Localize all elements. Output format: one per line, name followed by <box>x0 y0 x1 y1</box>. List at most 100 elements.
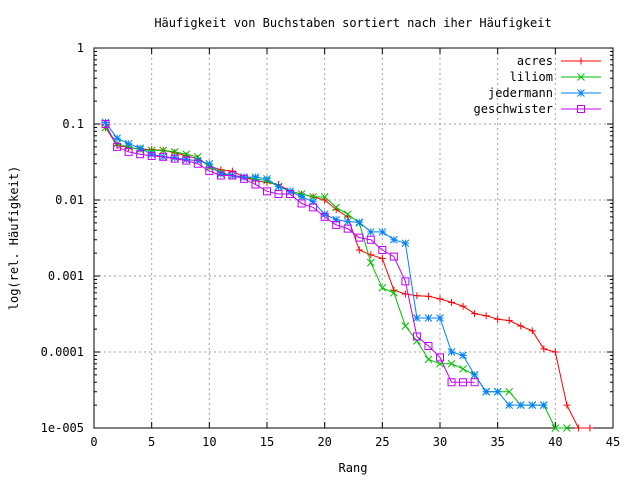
data-point <box>516 401 525 409</box>
data-point <box>332 203 341 212</box>
y-tick-label: 1e-005 <box>41 421 84 435</box>
data-point <box>505 316 513 324</box>
y-tick-label: 0.0001 <box>41 345 84 359</box>
data-point <box>124 147 133 156</box>
data-point <box>494 315 502 323</box>
data-point <box>389 252 398 261</box>
data-point <box>470 378 479 387</box>
data-point <box>263 187 271 196</box>
data-point <box>124 139 133 148</box>
x-tick-label: 30 <box>433 435 447 449</box>
grid-layer <box>94 48 613 428</box>
legend-label: liliom <box>510 70 553 84</box>
data-point <box>320 193 329 201</box>
data-point <box>170 154 179 163</box>
x-axis-label: Rang <box>339 461 368 475</box>
data-point <box>309 203 318 212</box>
data-point <box>482 312 490 320</box>
data-point <box>274 182 283 191</box>
data-point <box>447 378 456 387</box>
data-point <box>470 371 479 379</box>
data-point <box>436 353 444 362</box>
chart-title: Häufigkeit von Buchstaben sortiert nach … <box>154 16 551 30</box>
data-point <box>332 220 341 229</box>
data-point <box>436 295 444 303</box>
data-point <box>205 159 214 168</box>
x-tick-label: 10 <box>202 435 216 449</box>
series-line-acres <box>105 127 590 429</box>
data-point <box>274 189 283 198</box>
x-tick-label: 25 <box>375 435 389 449</box>
data-point <box>366 228 375 236</box>
data-point <box>577 57 585 65</box>
data-point <box>239 174 248 183</box>
series-line-liliom <box>105 127 567 429</box>
series-acres <box>102 123 594 432</box>
data-point <box>159 152 168 161</box>
data-point <box>540 345 548 353</box>
data-point <box>355 233 364 242</box>
series-layer <box>101 118 594 432</box>
data-point <box>320 212 329 221</box>
data-point <box>297 199 306 208</box>
data-point <box>401 239 410 248</box>
x-tick-label: 35 <box>490 435 504 449</box>
data-point <box>448 298 456 306</box>
data-point <box>343 210 352 219</box>
data-point <box>390 235 398 244</box>
x-tick-label: 40 <box>548 435 562 449</box>
data-point <box>528 327 536 335</box>
legend-entry-acres: acres <box>517 54 601 68</box>
data-point <box>424 314 433 322</box>
data-point <box>528 401 537 409</box>
y-tick-label: 0.01 <box>55 193 84 207</box>
data-point <box>228 171 237 180</box>
data-point <box>147 151 156 160</box>
data-point <box>321 196 329 204</box>
data-point <box>586 424 594 432</box>
data-point <box>471 310 479 318</box>
data-point <box>147 150 156 159</box>
data-point <box>424 341 433 350</box>
data-point <box>286 189 295 198</box>
x-tick-label: 5 <box>148 435 155 449</box>
axes-layer: 0 5 10 15 20 25 30 35 40 45 1 0.1 0.01 0.001 0.0001 1e-… <box>41 41 621 449</box>
y-axis-label: log(rel. Häufigkeit) <box>7 166 21 311</box>
data-point <box>113 142 122 151</box>
data-point <box>577 105 585 113</box>
legend-label: jedermann <box>488 86 553 100</box>
data-point <box>343 224 352 233</box>
data-point <box>251 180 260 189</box>
data-point <box>401 322 410 330</box>
data-point <box>251 173 260 181</box>
legend-entry-geschwister: geschwister <box>474 102 601 116</box>
y-tick-label: 1 <box>77 41 84 55</box>
data-point <box>459 378 468 387</box>
data-point <box>355 218 364 227</box>
data-point <box>332 215 341 224</box>
data-point <box>366 258 375 267</box>
data-point <box>182 156 191 165</box>
data-point <box>401 277 410 286</box>
data-point <box>378 283 387 292</box>
data-point <box>424 355 433 364</box>
data-point <box>170 148 179 156</box>
legend-entry-jedermann: jedermann <box>488 86 601 100</box>
data-point <box>101 120 110 128</box>
legend: acres liliom jedermann geschwister <box>474 54 601 116</box>
data-point <box>205 167 214 176</box>
data-point <box>577 73 585 81</box>
x-tick-label: 0 <box>90 435 97 449</box>
data-point <box>343 217 352 226</box>
data-point <box>355 246 363 254</box>
x-tick-label: 45 <box>606 435 620 449</box>
data-point <box>539 401 548 409</box>
y-tick-label: 0.001 <box>48 269 84 283</box>
legend-label: geschwister <box>474 102 553 116</box>
data-point <box>113 134 121 143</box>
data-point <box>193 152 202 161</box>
data-point <box>240 173 248 181</box>
data-point <box>390 289 398 297</box>
